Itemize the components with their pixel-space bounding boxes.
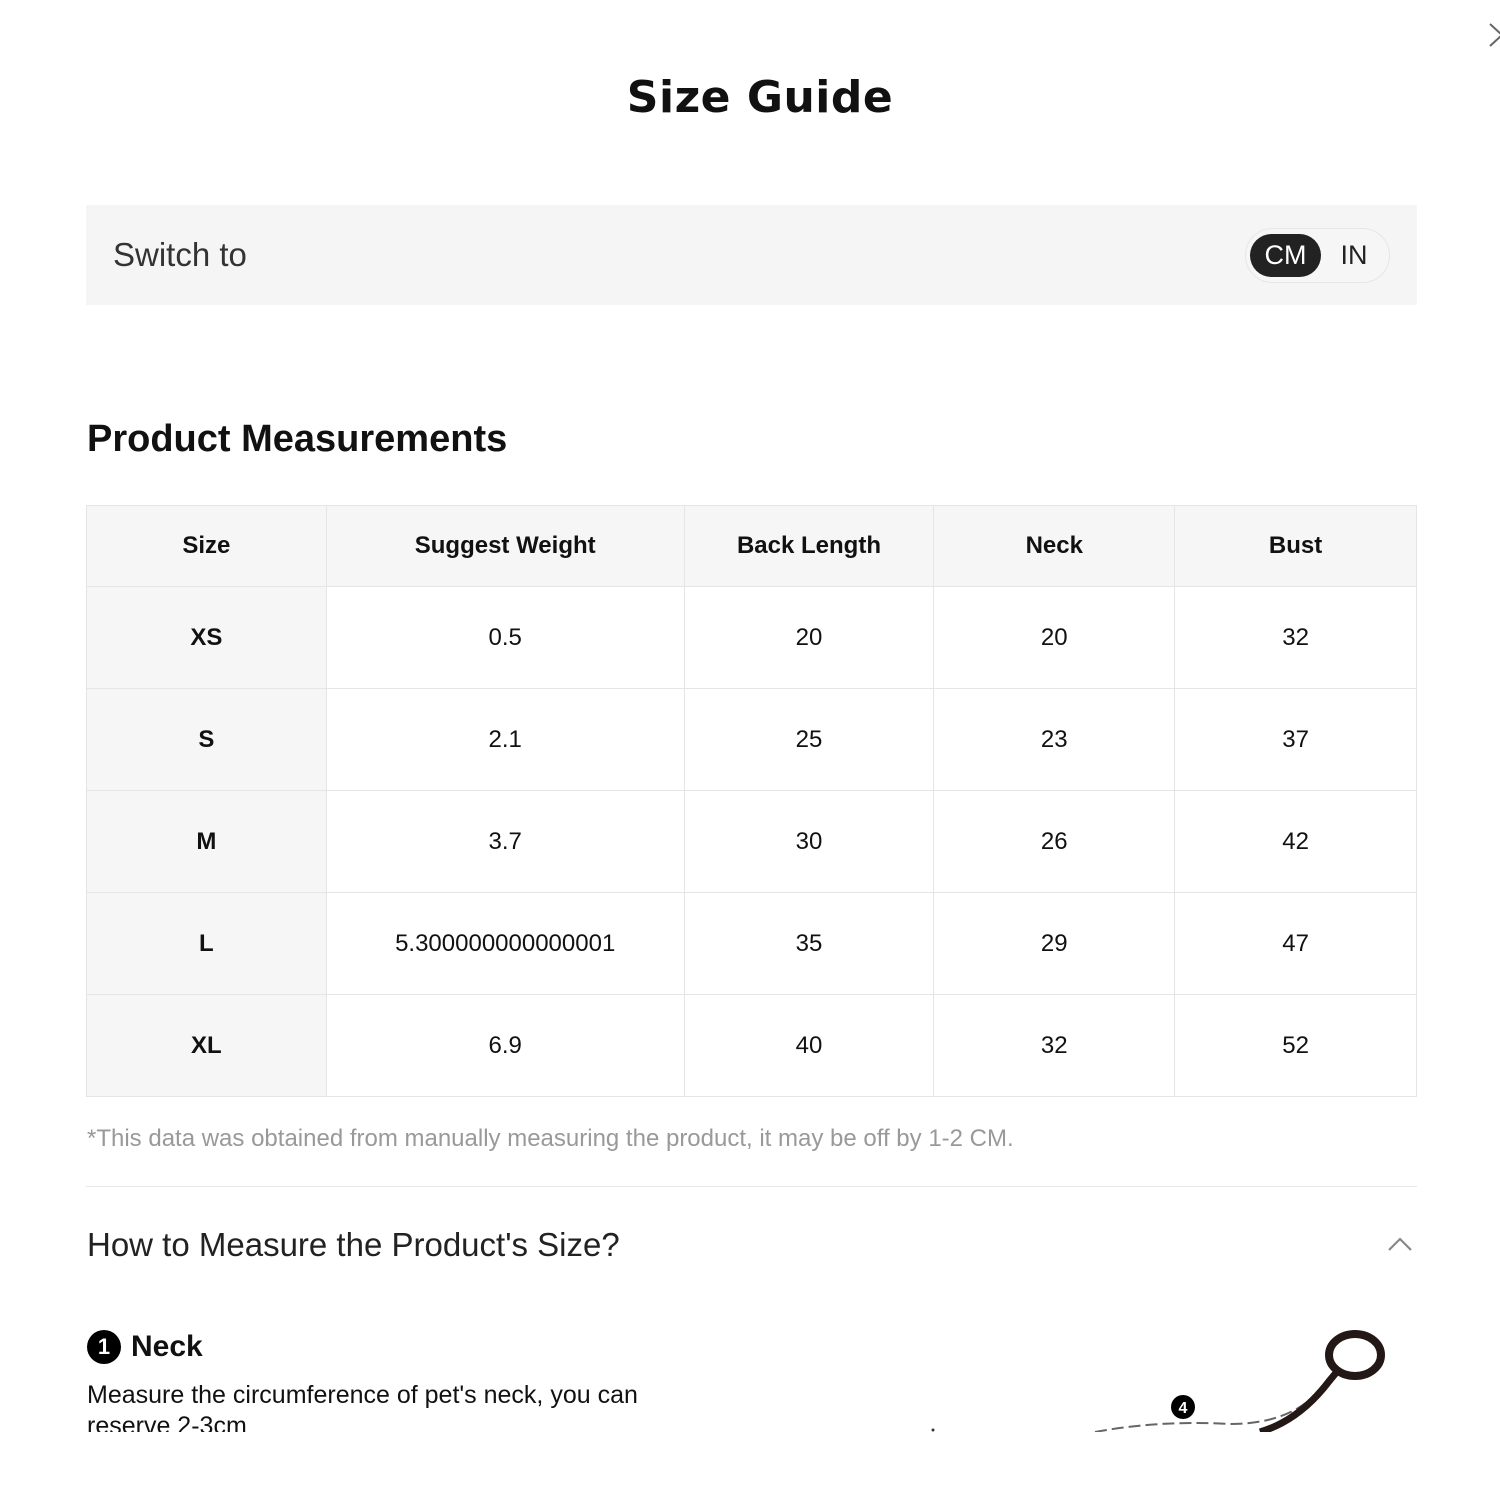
value-cell: 37 — [1174, 688, 1417, 791]
value-cell: 20 — [683, 586, 935, 689]
value-cell: 29 — [933, 892, 1176, 995]
column-header: Back Length — [683, 505, 935, 587]
unit-option-in[interactable]: IN — [1340, 240, 1368, 270]
column-header: Size — [86, 505, 327, 587]
table-row: L 5.300000000000001 35 29 47 — [86, 892, 1417, 995]
value-cell: 2.1 — [325, 688, 685, 791]
value-cell: 40 — [683, 994, 935, 1097]
column-header: Neck — [933, 505, 1176, 587]
value-cell: 23 — [933, 688, 1176, 791]
measurement-illustration: 4 — [900, 1320, 1400, 1432]
value-cell: 3.7 — [325, 790, 685, 893]
value-cell: 32 — [933, 994, 1176, 1097]
value-cell: 47 — [1174, 892, 1417, 995]
step-neck: 1 Neck — [87, 1330, 203, 1364]
value-cell: 6.9 — [325, 994, 685, 1097]
value-cell: 25 — [683, 688, 935, 791]
unit-option-cm[interactable]: CM — [1250, 234, 1321, 277]
table-row: XS 0.5 20 20 32 — [86, 586, 1417, 689]
value-cell: 30 — [683, 790, 935, 893]
step-description: Measure the circumference of pet's neck,… — [87, 1381, 638, 1432]
unit-toggle: CM IN — [1245, 228, 1390, 283]
table-row: XL 6.9 40 32 52 — [86, 994, 1417, 1097]
divider — [86, 1186, 1417, 1187]
table-row: S 2.1 25 23 37 — [86, 688, 1417, 791]
step-number-badge: 1 — [87, 1330, 121, 1364]
size-cell: XL — [86, 994, 327, 1097]
size-cell: XS — [86, 586, 327, 689]
size-cell: L — [86, 892, 327, 995]
switch-label: Switch to — [113, 236, 247, 273]
table-header-row: Size Suggest Weight Back Length Neck Bus… — [86, 505, 1417, 587]
value-cell: 35 — [683, 892, 935, 995]
illustration-marker: 4 — [1179, 1400, 1188, 1417]
value-cell: 20 — [933, 586, 1176, 689]
table-row: M 3.7 30 26 42 — [86, 790, 1417, 893]
value-cell: 42 — [1174, 790, 1417, 893]
value-cell: 26 — [933, 790, 1176, 893]
value-cell: 52 — [1174, 994, 1417, 1097]
measurements-table: Size Suggest Weight Back Length Neck Bus… — [86, 505, 1417, 1097]
value-cell: 0.5 — [325, 586, 685, 689]
size-cell: M — [86, 790, 327, 893]
size-cell: S — [86, 688, 327, 791]
section-title: Product Measurements — [87, 418, 508, 460]
how-to-measure-title[interactable]: How to Measure the Product's Size? — [87, 1226, 620, 1263]
unit-switch-bar: Switch to CM IN — [86, 205, 1417, 305]
value-cell: 5.300000000000001 — [325, 892, 685, 995]
step-title: Neck — [131, 1330, 203, 1363]
column-header: Suggest Weight — [325, 505, 685, 587]
column-header: Bust — [1174, 505, 1417, 587]
value-cell: 32 — [1174, 586, 1417, 689]
measurement-note: *This data was obtained from manually me… — [87, 1125, 1014, 1152]
close-icon[interactable] — [1488, 20, 1500, 50]
page-title: Size Guide — [626, 72, 894, 123]
chevron-up-icon[interactable] — [1386, 1234, 1414, 1254]
